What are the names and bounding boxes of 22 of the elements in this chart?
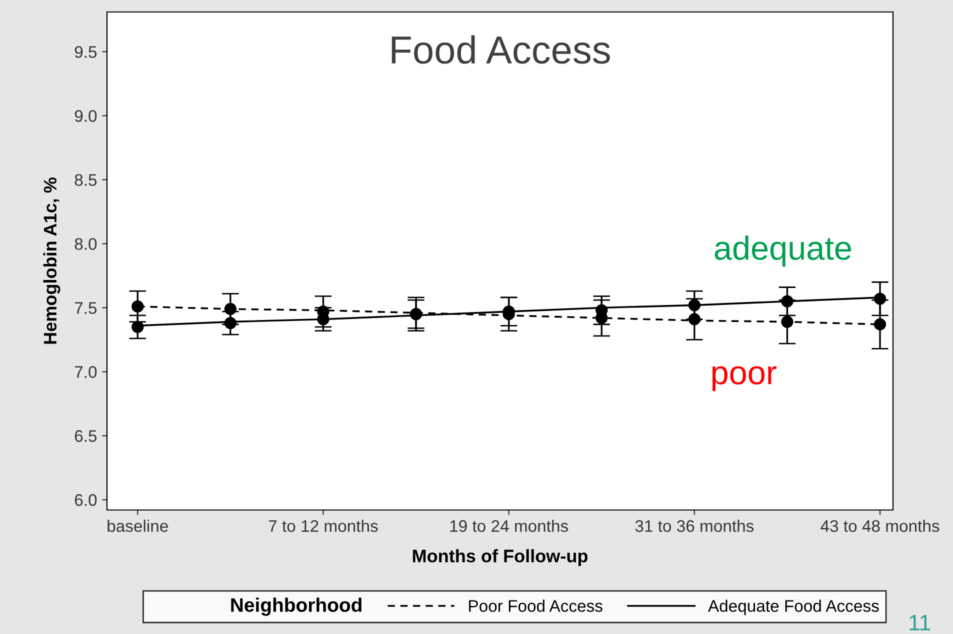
y-tick-label: 7.5 [74, 302, 97, 314]
y-tick-label: 9.5 [74, 46, 97, 58]
x-tick-label: baseline [108, 520, 168, 532]
x-tick-label: 7 to 12 months [268, 520, 378, 532]
x-axis-title: Months of Follow-up [412, 549, 588, 566]
text: 11 [910, 614, 930, 630]
x-tick-label: 19 to 24 months [450, 520, 568, 532]
legend-title: Neighborhood [231, 598, 362, 616]
chart-title: Food Access [392, 35, 610, 64]
y-tick-label: 7.0 [74, 366, 97, 378]
legend-label: Poor Food Access [469, 600, 602, 612]
x-tick-label: 43 to 48 months [820, 520, 940, 532]
y-tick-label: 6.5 [74, 430, 97, 442]
y-axis-title: Hemoglobin A1c, % [43, 178, 60, 344]
y-tick-label: 9.0 [74, 110, 97, 122]
x-tick-label: 31 to 36 months [635, 520, 754, 532]
annotation: poor [712, 366, 776, 392]
annotation: adequate [714, 236, 851, 267]
y-tick-label: 8.5 [74, 174, 97, 186]
legend-label: Adequate Food Access [708, 600, 879, 616]
y-tick-label: 8.0 [74, 238, 97, 250]
y-tick-label: 6.0 [74, 494, 97, 506]
